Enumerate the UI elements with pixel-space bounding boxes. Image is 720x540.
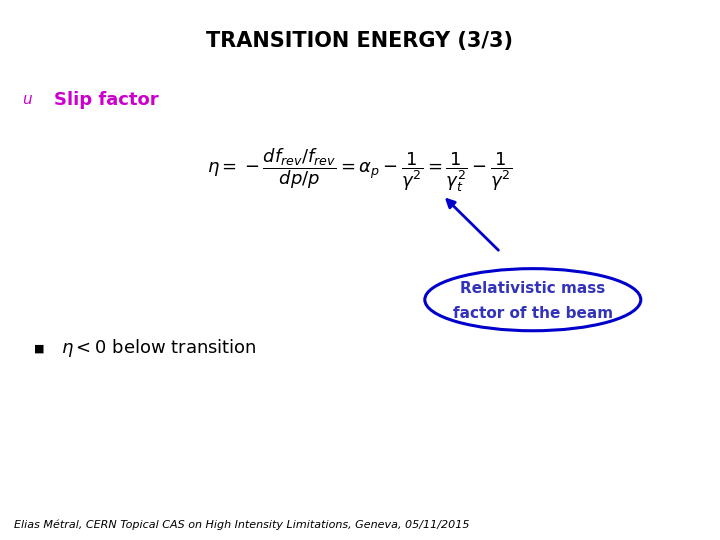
Text: Elias Métral, CERN Topical CAS on High Intensity Limitations, Geneva, 05/11/2015: Elias Métral, CERN Topical CAS on High I… — [14, 520, 470, 530]
Text: $\eta = -\dfrac{df_{rev} / f_{rev}}{dp / p} = \alpha_p - \dfrac{1}{\gamma^2} = \: $\eta = -\dfrac{df_{rev} / f_{rev}}{dp /… — [207, 146, 513, 194]
Text: Relativistic mass: Relativistic mass — [460, 281, 606, 296]
Text: TRANSITION ENERGY (3/3): TRANSITION ENERGY (3/3) — [207, 30, 513, 51]
Text: factor of the beam: factor of the beam — [453, 306, 613, 321]
Text: Slip factor: Slip factor — [54, 91, 158, 109]
Text: $\eta < 0$ below transition: $\eta < 0$ below transition — [61, 338, 257, 359]
Text: u: u — [22, 92, 32, 107]
Text: ■: ■ — [35, 343, 45, 353]
